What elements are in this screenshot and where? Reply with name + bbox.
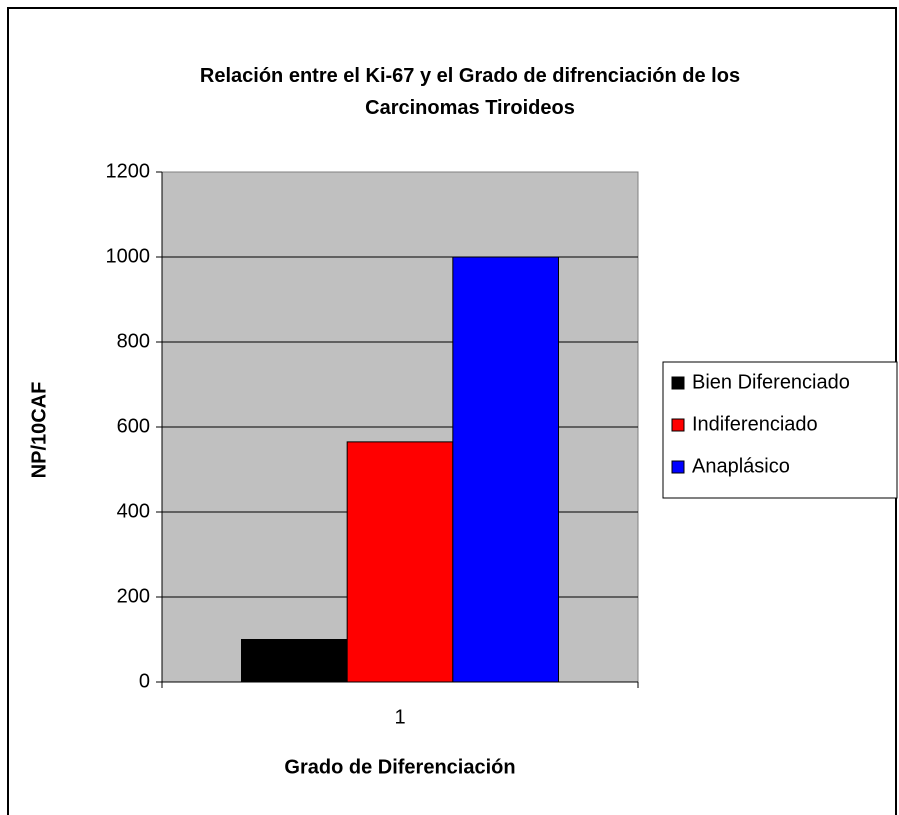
y-axis-title: NP/10CAF	[28, 382, 50, 479]
y-tick-label: 200	[117, 585, 150, 607]
bar	[452, 256, 560, 683]
bar	[346, 441, 454, 683]
chart-title: Relación entre el Ki-67 y el Grado de di…	[199, 65, 741, 119]
legend-label: Anaplásico	[692, 455, 790, 477]
y-tick-label: 600	[117, 415, 150, 437]
legend-swatch	[671, 376, 685, 390]
bar	[240, 639, 348, 683]
legend-swatch	[671, 460, 685, 474]
y-tick-label: 1000	[106, 245, 151, 267]
x-axis-title: Grado de Diferenciación	[284, 756, 515, 778]
x-tick-label: 1	[394, 706, 405, 728]
y-tick-label: 400	[117, 500, 150, 522]
legend-label: Indiferenciado	[692, 413, 818, 435]
legend-box	[662, 361, 898, 499]
y-tick-label: 800	[117, 330, 150, 352]
y-tick-label: 0	[139, 670, 150, 692]
legend-swatch	[671, 418, 685, 432]
legend-label: Bien Diferenciado	[692, 371, 850, 393]
y-tick-label: 1200	[106, 160, 151, 182]
